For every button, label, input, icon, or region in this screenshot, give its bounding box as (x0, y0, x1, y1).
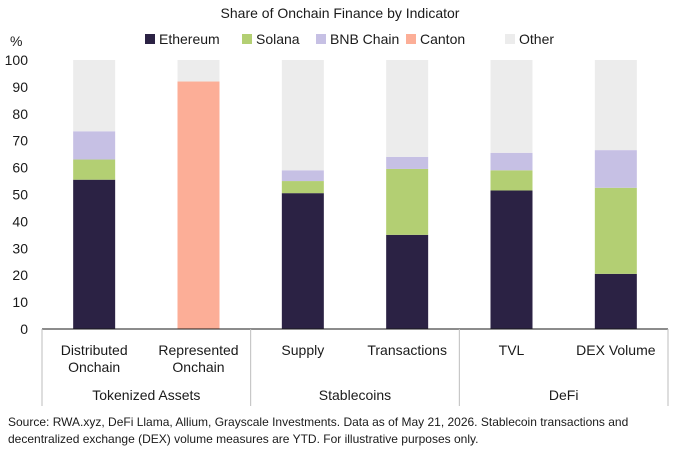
legend-label-ethereum: Ethereum (159, 31, 220, 47)
x-tick-label: Distributed Onchain (61, 342, 128, 375)
x-tick-label-line: Transactions (367, 342, 447, 358)
x-tick-label-line: Supply (281, 342, 324, 358)
x-tick-label-line: TVL (499, 342, 525, 358)
bar-segment-solana (281, 181, 324, 194)
x-tick-label-line: Distributed (61, 342, 128, 358)
y-tick-label: 100 (5, 52, 29, 68)
legend-swatch-other (505, 34, 515, 44)
x-tick-label-line: DEX Volume (576, 342, 656, 358)
chart-title: Share of Onchain Finance by Indicator (221, 5, 460, 21)
y-tick-label: 50 (12, 187, 28, 203)
bar-segment-other (281, 60, 324, 171)
bar-segment-other (490, 60, 533, 153)
bar-segment-ethereum (490, 190, 533, 329)
bar-segment-bnb-chain (594, 150, 637, 188)
y-tick-label: 0 (20, 321, 28, 337)
legend-swatch-bnb-chain (316, 34, 326, 44)
y-tick-label: 80 (12, 106, 28, 122)
legend-label-canton: Canton (420, 31, 465, 47)
group-label-defi: DeFi (549, 387, 579, 403)
y-tick-label: 70 (12, 133, 28, 149)
bar-segment-bnb-chain (386, 156, 429, 169)
y-axis-unit: % (10, 33, 22, 49)
bar-segment-bnb-chain (281, 170, 324, 182)
x-tick-label: DEX Volume (576, 342, 656, 358)
bar-segment-bnb-chain (73, 131, 116, 160)
legend-label-solana: Solana (256, 31, 300, 47)
bar-segment-solana (73, 159, 116, 180)
y-tick-label: 10 (12, 294, 28, 310)
bar-segment-ethereum (386, 234, 429, 329)
y-tick-label: 20 (12, 267, 28, 283)
legend: Ethereum Solana BNB Chain Canton Other (145, 31, 554, 47)
bars (73, 60, 637, 330)
y-tick-label: 40 (12, 213, 28, 229)
x-tick-label-line: Onchain (172, 359, 224, 375)
y-tick-label: 90 (12, 79, 28, 95)
legend-swatch-solana (242, 34, 252, 44)
bar-segment-other (386, 60, 429, 157)
bar-segment-other (594, 60, 637, 151)
bar-segment-bnb-chain (490, 152, 533, 171)
legend-label-bnb-chain: BNB Chain (330, 31, 399, 47)
bar-segment-solana (594, 187, 637, 274)
bar-segment-solana (490, 170, 533, 191)
y-axis: 0 10 20 30 40 50 60 70 80 90 100 (5, 52, 29, 337)
group-label-tokenized-assets: Tokenized Assets (92, 387, 200, 403)
bar-segment-ethereum (73, 179, 116, 329)
x-tick-label: Transactions (367, 342, 447, 358)
bar-segment-solana (386, 168, 429, 235)
group-label-stablecoins: Stablecoins (319, 387, 391, 403)
x-tick-label: Supply (281, 342, 324, 358)
bar-segment-ethereum (594, 273, 637, 329)
bar-segment-other (177, 60, 220, 82)
stacked-bar-chart: Share of Onchain Finance by Indicator % … (5, 5, 669, 406)
source-note: Source: RWA.xyz, DeFi Llama, Allium, Gra… (8, 415, 629, 446)
y-tick-label: 60 (12, 160, 28, 176)
bar-segment-other (73, 60, 116, 132)
legend-swatch-canton (406, 34, 416, 44)
bar-segment-canton (177, 81, 220, 330)
x-tick-label: Represented Onchain (158, 342, 238, 375)
bar-segment-ethereum (281, 193, 324, 329)
legend-label-other: Other (519, 31, 554, 47)
y-tick-label: 30 (12, 240, 28, 256)
x-tick-label-line: Onchain (68, 359, 120, 375)
x-tick-label-line: Represented (158, 342, 238, 358)
x-tick-label: TVL (499, 342, 525, 358)
legend-swatch-ethereum (145, 34, 155, 44)
